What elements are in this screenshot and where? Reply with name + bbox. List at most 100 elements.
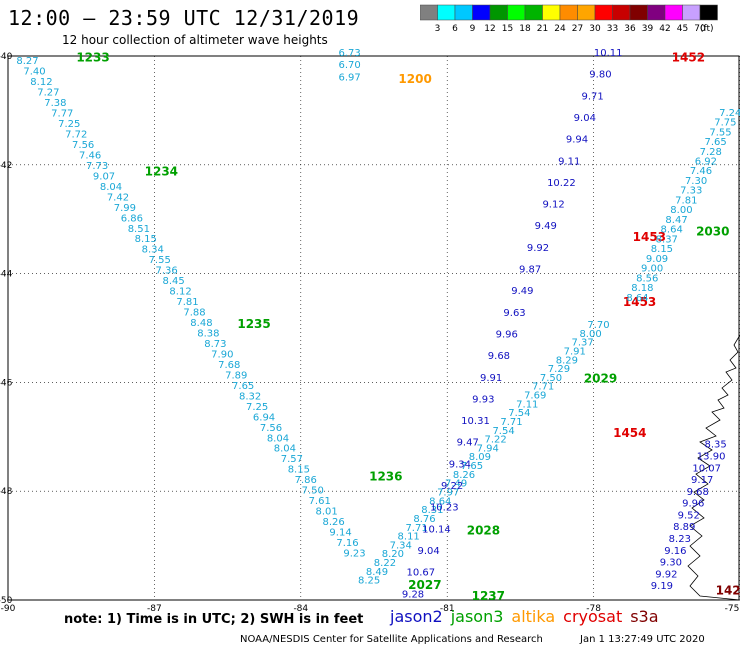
swh-value-label: 9.28 [402,589,424,600]
swh-value-label: 7.50 [302,486,324,497]
swh-value-label: 7.73 [86,161,108,172]
swh-value-label: 6.86 [121,213,143,224]
swh-value-label: 7.89 [225,370,247,381]
pass-time-label: 1236 [369,469,402,483]
swh-value-label: 7.61 [309,496,331,507]
legend-label: 36 [624,24,636,34]
swh-value-label: 8.25 [358,576,380,587]
swh-value-label: 7.37 [572,338,594,349]
pass-time-label: 1233 [76,50,109,64]
swh-value-label: 7.90 [211,349,233,360]
swh-value-label: 8.01 [316,507,338,518]
swh-value-label: 9.17 [691,475,713,486]
swh-value-label: 7.46 [79,150,101,161]
swh-value-label: 8.64 [429,496,451,507]
lon-tick-label: -75 [725,604,740,614]
legend-label: 15 [502,24,513,34]
swh-value-label: 7.71 [405,523,427,534]
swh-value-label: 7.81 [176,297,198,308]
swh-value-label: 7.65 [704,137,726,148]
swh-value-label: 8.31 [421,505,443,516]
swh-value-label: 9.52 [678,510,700,521]
swh-value-label: 10.22 [547,178,576,189]
lat-tick-label: -46 [0,378,13,388]
swh-value-label: 9.92 [527,243,549,254]
legend-label: 12 [484,24,495,34]
swh-value-label: 7.68 [218,360,240,371]
pass-time-label: 1452 [672,50,705,64]
swh-value-label: 7.22 [485,435,507,446]
swh-value-label: 7.40 [23,67,45,78]
swh-value-label: 10.11 [594,48,623,59]
generated-timestamp: Jan 1 13:27:49 UTC 2020 [580,634,705,645]
swh-value-label: 8.00 [670,205,692,216]
satellite-cryosat: cryosat [563,607,623,626]
lat-tick-label: -44 [0,270,13,280]
swh-value-label: 8.26 [322,517,344,528]
swh-value-label: 7.42 [107,192,129,203]
swh-value-label: 9.91 [480,373,502,384]
lat-tick-label: -48 [0,487,13,497]
legend-label: 18 [519,24,531,34]
swh-value-label: 8.15 [135,234,157,245]
pass-time-label: 1234 [145,165,178,179]
swh-value-label: 8.76 [413,514,435,525]
swh-value-label: 8.29 [556,355,578,366]
credit-line: NOAA/NESDIS Center for Satellite Applica… [240,634,543,645]
swh-value-label: 7.77 [51,109,73,120]
swh-value-label: 6.97 [338,72,360,83]
swh-value-label: 9.93 [472,394,494,405]
pass-time-label: 1420 [716,584,740,598]
swh-value-label: 8.18 [631,283,653,294]
lon-tick-label: -87 [147,604,162,614]
swh-value-label: 6.94 [253,412,275,423]
swh-value-label: 7.94 [477,443,499,454]
swh-value-label: 7.56 [260,423,282,434]
swh-value-label: 8.38 [197,329,219,340]
swh-value-label: 7.24 [719,108,740,119]
satellite-legend: jason2 jason3 altika cryosat s3a [390,607,667,626]
satellite-jason2: jason2 [390,607,443,626]
legend-label: 42 [659,24,670,34]
swh-value-label: 8.37 [656,234,678,245]
swh-value-label: 10.07 [692,463,721,474]
map-frame [7,55,740,601]
swh-value-label: 9.49 [511,286,533,297]
swh-value-label: 10.23 [430,503,459,514]
swh-value-label: 8.09 [469,452,491,463]
lon-tick-label: -81 [440,604,455,614]
swh-value-label: 7.36 [156,266,178,277]
swh-value-label: 9.12 [542,200,564,211]
swh-value-label: 7.55 [149,255,171,266]
chart-subtitle: 12 hour collection of altimeter wave hei… [62,33,328,47]
swh-value-label: 10.31 [461,416,490,427]
swh-value-label: 9.92 [655,569,677,580]
swh-value-label: 7.25 [246,402,268,413]
swh-value-label: 9.19 [651,581,673,592]
swh-value-label: 7.70 [587,320,609,331]
swh-value-label: 8.15 [288,465,310,476]
satellite-jason3: jason3 [450,607,504,626]
swh-value-label: 7.56 [72,140,94,151]
lat-tick-label: -50 [0,596,13,606]
swh-value-label: 9.49 [535,221,557,232]
pass-time-label: 2029 [584,371,617,385]
swh-value-label: 7.38 [44,98,66,109]
satellite-s3a: s3a [630,607,659,626]
swh-value-label: 7.54 [508,408,530,419]
pass-time-label: 1453 [633,230,666,244]
legend-label: 30 [589,24,601,34]
swh-value-label: 13.90 [697,451,726,462]
swh-value-label: 9.23 [343,548,365,559]
swh-value-label: 7.69 [524,391,546,402]
swh-value-label: 8.32 [239,391,261,402]
swh-value-label: 7.50 [540,373,562,384]
swh-value-label: 7.34 [390,540,412,551]
swh-value-label: 7.27 [37,88,59,99]
swh-value-label: 9.68 [687,487,709,498]
swh-value-label: 6.73 [338,48,360,59]
swh-value-label: 7.86 [295,475,317,486]
swh-value-label: 9.16 [664,546,686,557]
swh-value-label: 7.11 [516,399,538,410]
